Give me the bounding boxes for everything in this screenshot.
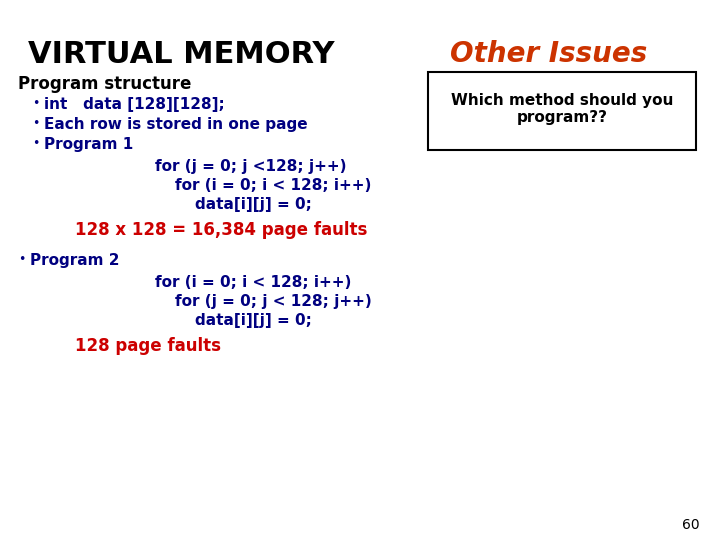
Text: int   data [128][128];: int data [128][128];	[44, 97, 225, 112]
Text: Which method should you
program??: Which method should you program??	[451, 93, 673, 125]
Text: •: •	[32, 117, 40, 130]
Text: Program structure: Program structure	[18, 75, 192, 93]
Text: •: •	[32, 97, 40, 110]
Text: for (j = 0; j <128; j++): for (j = 0; j <128; j++)	[155, 159, 346, 174]
Text: for (j = 0; j < 128; j++): for (j = 0; j < 128; j++)	[175, 294, 372, 309]
Text: Each row is stored in one page: Each row is stored in one page	[44, 117, 307, 132]
Text: •: •	[32, 137, 40, 150]
Text: 60: 60	[683, 518, 700, 532]
Text: data[i][j] = 0;: data[i][j] = 0;	[195, 197, 312, 212]
Text: •: •	[18, 253, 25, 266]
Text: for (i = 0; i < 128; i++): for (i = 0; i < 128; i++)	[175, 178, 372, 193]
Text: Program 2: Program 2	[30, 253, 120, 268]
FancyBboxPatch shape	[428, 72, 696, 150]
Text: Program 1: Program 1	[44, 137, 133, 152]
Text: VIRTUAL MEMORY: VIRTUAL MEMORY	[28, 40, 335, 69]
Text: data[i][j] = 0;: data[i][j] = 0;	[195, 313, 312, 328]
Text: for (i = 0; i < 128; i++): for (i = 0; i < 128; i++)	[155, 275, 351, 290]
Text: 128 x 128 = 16,384 page faults: 128 x 128 = 16,384 page faults	[75, 221, 367, 239]
Text: 128 page faults: 128 page faults	[75, 337, 221, 355]
Text: Other Issues: Other Issues	[450, 40, 647, 68]
